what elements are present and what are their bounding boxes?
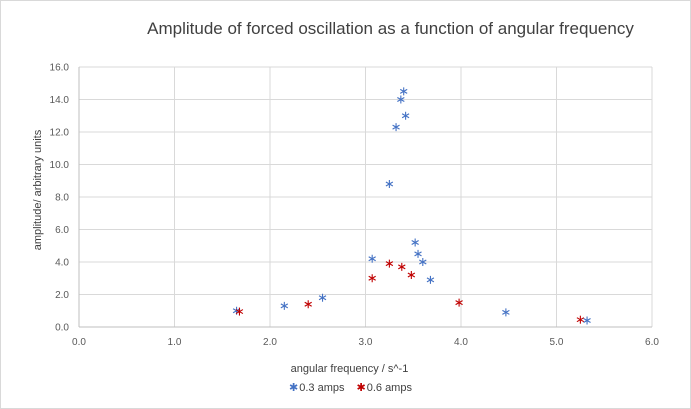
data-point-series-2 xyxy=(398,262,406,271)
data-point-series-1 xyxy=(385,180,394,188)
x-tick-label: 4.0 xyxy=(454,337,468,348)
x-tick-label: 2.0 xyxy=(263,337,277,348)
data-point-series-1 xyxy=(583,316,591,325)
data-point-series-1 xyxy=(414,249,422,258)
data-point-series-1 xyxy=(411,238,419,247)
gridlines xyxy=(79,66,653,327)
data-point-series-1 xyxy=(399,87,408,96)
y-tick-label: 8.0 xyxy=(55,193,69,204)
legend-item-series-1: ✱ 0.3 amps xyxy=(289,382,344,394)
data-points xyxy=(232,87,591,325)
legend: ✱ 0.3 amps ✱ 0.6 amps xyxy=(0,382,691,394)
legend-label-series-1: 0.3 amps xyxy=(299,382,345,394)
x-tick-label: 0.0 xyxy=(72,337,86,348)
axes xyxy=(78,67,652,328)
y-tick-label: 0.0 xyxy=(55,323,69,334)
data-point-series-1 xyxy=(419,258,427,266)
y-tick-label: 4.0 xyxy=(55,258,69,269)
data-point-series-1 xyxy=(397,95,405,104)
data-point-series-1 xyxy=(318,293,327,302)
chart-title: Amplitude of forced oscillation as a fun… xyxy=(147,19,634,38)
legend-item-series-2: ✱ 0.6 amps xyxy=(357,382,412,394)
y-tick-label: 16.0 xyxy=(50,63,70,74)
x-tick-label: 1.0 xyxy=(168,337,182,348)
x-tick-label: 3.0 xyxy=(359,337,373,348)
data-point-series-1 xyxy=(368,254,376,263)
data-point-series-2 xyxy=(407,271,416,279)
data-point-series-2 xyxy=(368,274,376,283)
x-axis-label: angular frequency / s^-1 xyxy=(290,363,409,375)
legend-label-series-2: 0.6 amps xyxy=(366,382,412,394)
data-point-series-1 xyxy=(502,308,510,317)
data-point-series-1 xyxy=(280,301,289,310)
x-tick-label: 5.0 xyxy=(550,337,564,348)
data-point-series-1 xyxy=(392,123,400,132)
tick-labels: 0.0 2.0 4.0 6.0 8.0 10.0 12.0 14.0 16.0 0.0 1.0 2.0… xyxy=(50,63,660,349)
legend-marker-series-1: ✱ xyxy=(289,381,299,394)
data-point-series-2 xyxy=(235,307,244,316)
x-tick-label: 6.0 xyxy=(645,337,659,348)
data-point-series-2 xyxy=(455,298,463,307)
y-tick-label: 6.0 xyxy=(55,225,69,236)
data-point-series-1 xyxy=(426,275,435,284)
data-point-series-2 xyxy=(304,300,312,309)
y-tick-label: 10.0 xyxy=(50,160,70,171)
legend-marker-series-2: ✱ xyxy=(356,381,366,394)
y-tick-label: 12.0 xyxy=(50,128,70,139)
y-axis-label: amplitude/ arbitrary units xyxy=(32,129,44,251)
data-point-series-2 xyxy=(576,315,585,324)
y-tick-label: 2.0 xyxy=(55,290,69,301)
y-tick-label: 14.0 xyxy=(50,95,70,106)
data-point-series-1 xyxy=(401,111,410,120)
data-point-series-2 xyxy=(385,259,394,268)
